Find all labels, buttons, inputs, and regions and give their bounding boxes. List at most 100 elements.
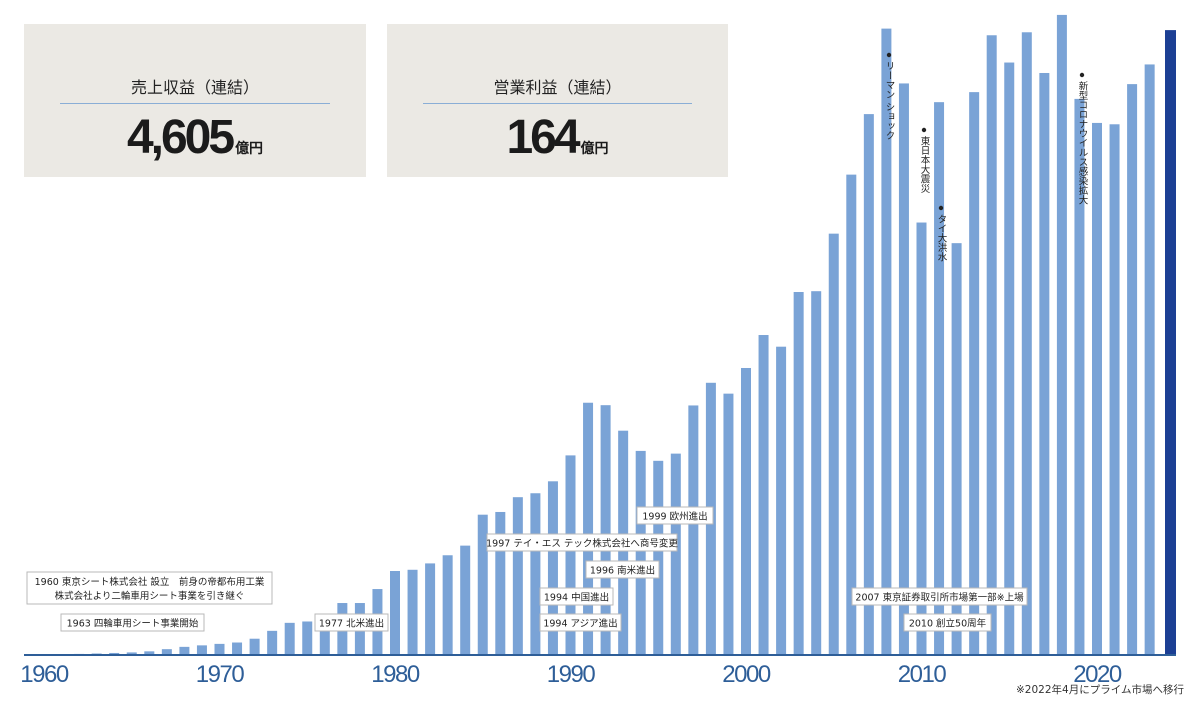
- bar-1987: [512, 497, 523, 655]
- bar-2020: [1092, 122, 1102, 656]
- bar-2018: [1056, 14, 1067, 656]
- event-box: [60, 613, 205, 632]
- bar-2014: [986, 35, 997, 656]
- bar-1971: [232, 642, 243, 655]
- bar-1974: [284, 622, 295, 655]
- x-tick-1960: 1960: [20, 661, 69, 688]
- bar-2016: [1021, 32, 1032, 655]
- bar-1969: [196, 645, 207, 655]
- operating-profit-value: 164: [506, 111, 580, 164]
- x-tick-2000: 2000: [722, 661, 771, 688]
- revenue-unit: 億円: [235, 141, 264, 157]
- event-label: 1999 欧州進出: [642, 511, 707, 523]
- bar-2022: [1127, 84, 1138, 655]
- bar-1972: [249, 638, 260, 655]
- event-label: 1994 アジア進出: [543, 618, 617, 630]
- event-label: 2010 創立50周年: [909, 618, 987, 630]
- operating-profit-label: 営業利益（連結）: [493, 78, 622, 97]
- operating-profit-card: 営業利益（連結） 164 億円: [387, 24, 728, 177]
- event-box: [636, 506, 714, 525]
- bar-1996: [670, 453, 681, 655]
- bar-2024: [1165, 30, 1176, 656]
- bar-1990: [565, 455, 576, 655]
- annotation-label: リーマン ショック: [884, 61, 895, 140]
- bar-2000: [741, 367, 751, 655]
- annotation-label: 新型コロナウイルス感染拡大: [1077, 80, 1089, 205]
- bar-2003: [793, 292, 804, 655]
- bar-1967: [161, 649, 172, 655]
- event-box: [314, 613, 389, 632]
- bar-1982: [425, 563, 436, 655]
- revenue-value: 4,605: [126, 111, 235, 164]
- bar-2007: [863, 114, 874, 656]
- bar-1964: [109, 652, 120, 655]
- bar-1966: [144, 651, 155, 655]
- event-label: 1960 東京シート株式会社 設立 前身の帝都布用工業: [35, 576, 265, 588]
- annotation-dot: [1079, 72, 1085, 78]
- revenue-divider: [60, 103, 330, 104]
- event-box: [903, 613, 992, 632]
- bar-1991: [583, 402, 594, 655]
- bar-1989: [547, 481, 558, 655]
- bar-2008: [881, 28, 892, 655]
- annotation-label: 東日本大震災: [919, 135, 931, 193]
- bar-2010: [916, 222, 927, 655]
- bar-1965: [126, 652, 137, 655]
- bar-1994: [635, 450, 646, 655]
- bar-2021: [1109, 124, 1120, 656]
- bar-2002: [776, 346, 787, 655]
- annotation-dot: [938, 205, 944, 211]
- event-label: 1996 南米進出: [590, 565, 655, 577]
- event-box: [26, 571, 273, 605]
- bar-2012: [951, 243, 962, 656]
- bar-2015: [1004, 62, 1015, 655]
- operating-profit-value-row: 164 億円: [387, 110, 728, 165]
- bar-2023: [1144, 64, 1155, 655]
- bar-2005: [828, 233, 839, 655]
- revenue-label: 売上収益（連結）: [130, 78, 259, 97]
- bar-2009: [898, 83, 909, 655]
- bar-1976: [319, 619, 330, 655]
- bar-2006: [846, 174, 857, 656]
- x-tick-2010: 2010: [898, 661, 947, 688]
- bar-1980: [390, 571, 400, 655]
- footnote: ※2022年4月にプライム市場へ移行: [1016, 684, 1184, 696]
- bar-1988: [530, 493, 541, 655]
- event-box: [851, 587, 1028, 606]
- bar-1992: [600, 405, 611, 655]
- event-label: 1997 テイ・エス テック株式会社へ商号変更: [486, 538, 678, 550]
- bar-2017: [1039, 72, 1050, 656]
- bar-1975: [302, 621, 313, 655]
- event-box: [539, 587, 614, 606]
- revenue-card: 売上収益（連結） 4,605 億円: [24, 24, 366, 177]
- event-box: [585, 560, 660, 579]
- bar-2013: [969, 92, 980, 656]
- event-label: 1963 四輪車用シート事業開始: [67, 618, 199, 630]
- bar-1981: [407, 569, 418, 655]
- bar-1973: [267, 630, 278, 655]
- bar-1995: [653, 460, 664, 655]
- event-label-line2: 株式会社より二輪車用シート事業を引き継ぐ: [55, 590, 245, 602]
- operating-profit-divider: [423, 103, 692, 104]
- x-axis-ticks: 1960 1970 1980 1990 2000 2010 2020: [20, 661, 1123, 688]
- event-box: [486, 533, 678, 552]
- x-tick-1990: 1990: [547, 661, 596, 688]
- revenue-value-row: 4,605 億円: [24, 110, 366, 165]
- x-tick-2020: 2020: [1073, 661, 1122, 688]
- event-label: 1994 中国進出: [544, 592, 609, 604]
- bar-1997: [688, 405, 699, 655]
- bar-1968: [179, 646, 190, 655]
- bar-1999: [723, 393, 734, 655]
- annotation-dot: [886, 52, 892, 58]
- bar-1985: [477, 514, 488, 655]
- bar-2019: [1074, 98, 1085, 655]
- bar-2001: [758, 335, 769, 655]
- event-labels: 1960 東京シート株式会社 設立 前身の帝都布用工業株式会社より二輪車用シート…: [26, 506, 1028, 632]
- bar-2011: [934, 102, 945, 655]
- x-tick-1980: 1980: [371, 661, 420, 688]
- bar-1970: [214, 643, 225, 655]
- bar-2004: [811, 291, 822, 655]
- event-box: [539, 613, 622, 632]
